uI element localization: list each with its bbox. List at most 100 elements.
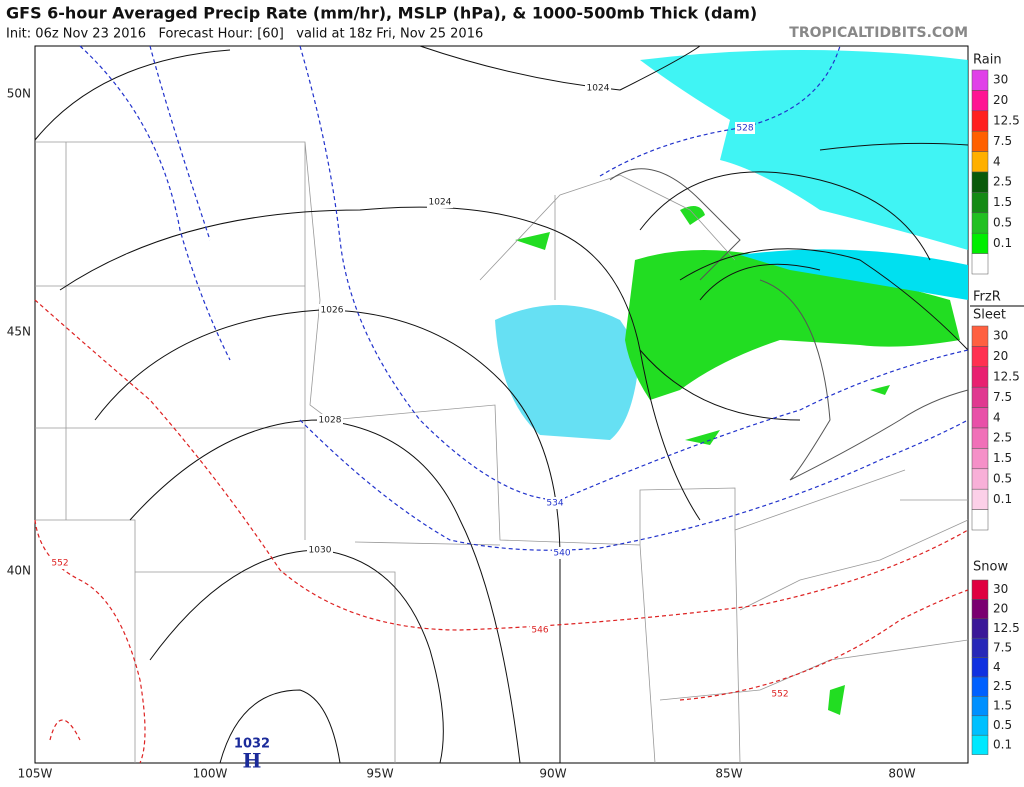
- legend-swatch: [971, 618, 989, 639]
- map: [34, 45, 969, 764]
- legend-label: 0.5: [993, 472, 1012, 486]
- legend-swatch: [971, 427, 989, 449]
- legend-swatch: [971, 192, 989, 214]
- label-bg: [307, 544, 333, 556]
- legend-swatch: [971, 253, 989, 275]
- lon-label: 90W: [539, 767, 566, 781]
- label-bg: [735, 122, 755, 134]
- legend-label: 0.1: [993, 492, 1012, 506]
- legend: Rain 30 20 12.5 7.5 4 2.5 1.5 0.5 0.1 FrzR Sleet 30 2…: [970, 53, 1024, 755]
- lon-label: 85W: [715, 767, 742, 781]
- legend-title: Rain: [973, 53, 1002, 68]
- thickness-label: 534: [546, 499, 563, 509]
- high-pressure-value: 1032: [234, 737, 270, 752]
- subtitle: Init: 06z Nov 23 2016 Forecast Hour: [60…: [6, 27, 483, 42]
- high-pressure-symbol: H: [243, 749, 262, 773]
- label-bg: [427, 196, 453, 208]
- label-bg: [319, 304, 345, 316]
- isobar-label: 1024: [587, 84, 610, 94]
- legend-label: 12.5: [993, 621, 1020, 635]
- legend-label: 20: [993, 93, 1008, 107]
- label-bg: [552, 547, 572, 559]
- legend-swatch: [971, 90, 989, 112]
- legend-swatch: [971, 151, 989, 173]
- legend-label: 2.5: [993, 175, 1012, 189]
- legend-swatch: [971, 715, 989, 736]
- thickness-label: 540: [553, 549, 570, 559]
- label-bg: [317, 414, 343, 426]
- title: GFS 6-hour Averaged Precip Rate (mm/hr),…: [6, 4, 757, 23]
- legend-title: FrzR: [973, 290, 1001, 305]
- legend-swatch: [971, 386, 989, 408]
- annotations: 50N 45N 40N 105W 100W 95W 90W 85W 80W 1024 1024 102…: [7, 82, 916, 781]
- thickness-label: 528: [736, 124, 753, 134]
- legend-swatch: [971, 448, 989, 470]
- legend-swatch: [971, 468, 989, 490]
- legend-title: Snow: [973, 560, 1008, 575]
- label-bg: [770, 688, 790, 700]
- legend-swatch: [971, 696, 989, 717]
- site-credit: TROPICALTIDBITS.COM: [789, 25, 968, 41]
- legend-swatch: [971, 110, 989, 132]
- lat-label: 45N: [7, 325, 31, 339]
- legend-label: 1.5: [993, 451, 1012, 465]
- lon-label: 105W: [18, 767, 53, 781]
- legend-label: 30: [993, 329, 1008, 343]
- legend-label: 20: [993, 602, 1008, 616]
- legend-label: 12.5: [993, 370, 1020, 384]
- boundaries: [35, 141, 969, 764]
- legend-swatch: [971, 212, 989, 234]
- isobars: [34, 45, 969, 764]
- legend-swatch: [971, 232, 989, 254]
- legend-label: 7.5: [993, 640, 1012, 654]
- lat-label: 50N: [7, 87, 31, 101]
- label-bg: [50, 557, 70, 569]
- legend-label: 1.5: [993, 699, 1012, 713]
- legend-swatch: [971, 637, 989, 658]
- lat-label: 40N: [7, 564, 31, 578]
- precip-areas: [495, 50, 968, 715]
- legend-swatch: [971, 488, 989, 510]
- legend-label: 0.5: [993, 216, 1012, 230]
- isobar-label: 1028: [319, 416, 342, 426]
- thickness-label: 552: [771, 690, 788, 700]
- legend-swatch: [971, 407, 989, 429]
- legend-label: 30: [993, 582, 1008, 596]
- legend-swatch: [971, 579, 989, 600]
- legend-label: 4: [993, 410, 1001, 424]
- legend-label: 4: [993, 660, 1001, 674]
- legend-label: 20: [993, 349, 1008, 363]
- legend-label: 1.5: [993, 195, 1012, 209]
- lon-label: 100W: [193, 767, 228, 781]
- lon-label: 95W: [366, 767, 393, 781]
- label-bg: [585, 82, 611, 94]
- legend-label: 0.5: [993, 718, 1012, 732]
- legend-label: 7.5: [993, 134, 1012, 148]
- legend-label: 0.1: [993, 236, 1012, 250]
- thickness-label: 546: [531, 626, 548, 636]
- label-bg: [530, 624, 550, 636]
- legend-swatch: [971, 325, 989, 347]
- thickness-lines: [34, 45, 969, 764]
- lon-label: 80W: [888, 767, 915, 781]
- legend-label: 4: [993, 154, 1001, 168]
- legend-label: 12.5: [993, 114, 1020, 128]
- legend-swatch: [971, 599, 989, 620]
- legend-swatch: [971, 676, 989, 697]
- legend-swatch: [971, 509, 989, 531]
- isobar-label: 1024: [429, 198, 452, 208]
- isobar-label: 1026: [321, 306, 344, 316]
- legend-swatch: [971, 734, 989, 755]
- legend-swatch: [971, 657, 989, 678]
- legend-title: Sleet: [973, 308, 1006, 323]
- legend-swatch: [971, 366, 989, 388]
- legend-label: 7.5: [993, 390, 1012, 404]
- label-bg: [545, 497, 565, 509]
- legend-swatch: [971, 69, 989, 91]
- legend-label: 2.5: [993, 679, 1012, 693]
- legend-label: 0.1: [993, 737, 1012, 751]
- isobar-label: 1030: [309, 546, 332, 556]
- legend-swatch: [971, 346, 989, 368]
